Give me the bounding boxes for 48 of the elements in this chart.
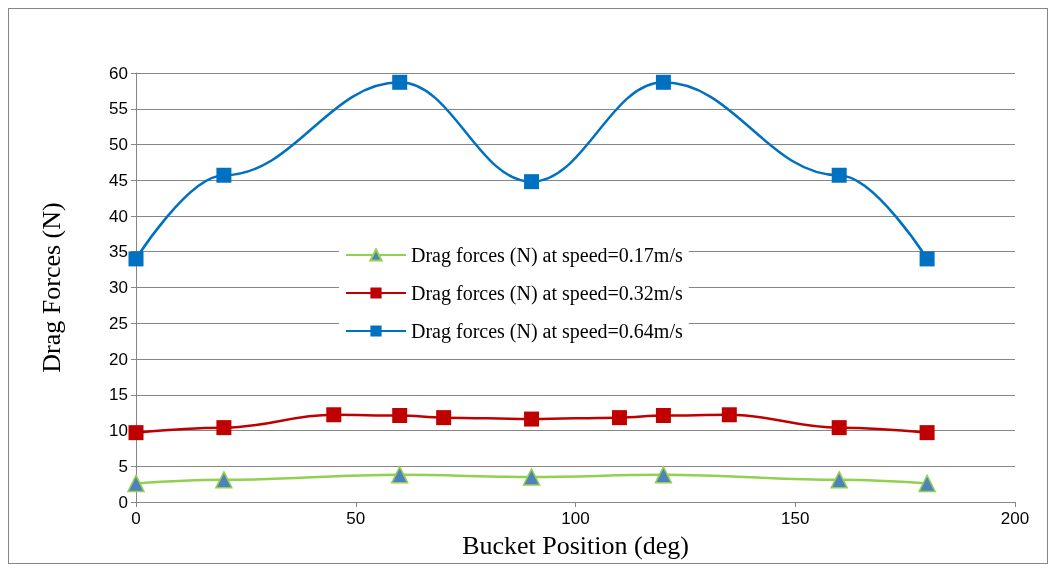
- y-tick-label: 0: [118, 492, 128, 512]
- y-tick-label: 25: [109, 313, 128, 333]
- point: [654, 466, 673, 484]
- point: [216, 420, 232, 436]
- x-tick-label: 0: [131, 509, 141, 528]
- y-tick-label: 20: [109, 349, 128, 369]
- point: [918, 474, 936, 493]
- point: [721, 407, 737, 423]
- point: [128, 425, 144, 441]
- y-tick-label: 35: [109, 242, 128, 262]
- y-tick-label: 55: [109, 99, 128, 119]
- y-tick-label: 60: [109, 63, 128, 83]
- point: [524, 411, 540, 427]
- y-axis-title: Drag Forces (N): [36, 202, 66, 373]
- point: [655, 74, 671, 90]
- point: [611, 410, 627, 426]
- point: [831, 167, 847, 183]
- x-tick-label: 200: [1000, 509, 1030, 528]
- legend-label: Drag forces (N) at speed=0.17m/s: [411, 244, 683, 267]
- point: [215, 471, 233, 489]
- y-tick-label: 40: [109, 206, 128, 226]
- x-tick-label: 100: [561, 509, 590, 528]
- point: [522, 468, 541, 486]
- point: [436, 410, 452, 426]
- point: [524, 174, 540, 190]
- point: [390, 466, 409, 484]
- x-tick-label: 50: [346, 509, 366, 528]
- point: [326, 407, 342, 423]
- point: [216, 167, 232, 183]
- point: [655, 407, 671, 423]
- point: [392, 407, 408, 423]
- point: [127, 474, 145, 493]
- legend-label: Drag forces (N) at speed=0.32m/s: [411, 282, 683, 305]
- y-tick-label: 10: [109, 421, 128, 440]
- y-tick-label: 50: [109, 135, 128, 154]
- point: [392, 74, 408, 90]
- point: [128, 251, 144, 267]
- x-axis-title: Bucket Position (deg): [462, 530, 689, 560]
- point: [919, 251, 935, 267]
- point: [831, 420, 847, 436]
- y-tick-label: 5: [118, 456, 128, 476]
- y-tick-label: 45: [109, 170, 128, 190]
- y-tick-label: 30: [109, 278, 128, 297]
- point: [919, 425, 935, 441]
- x-tick-label: 150: [781, 509, 810, 528]
- legend-label: Drag forces (N) at speed=0.64m/s: [411, 320, 683, 343]
- point: [830, 471, 848, 489]
- y-tick-label: 15: [109, 385, 128, 405]
